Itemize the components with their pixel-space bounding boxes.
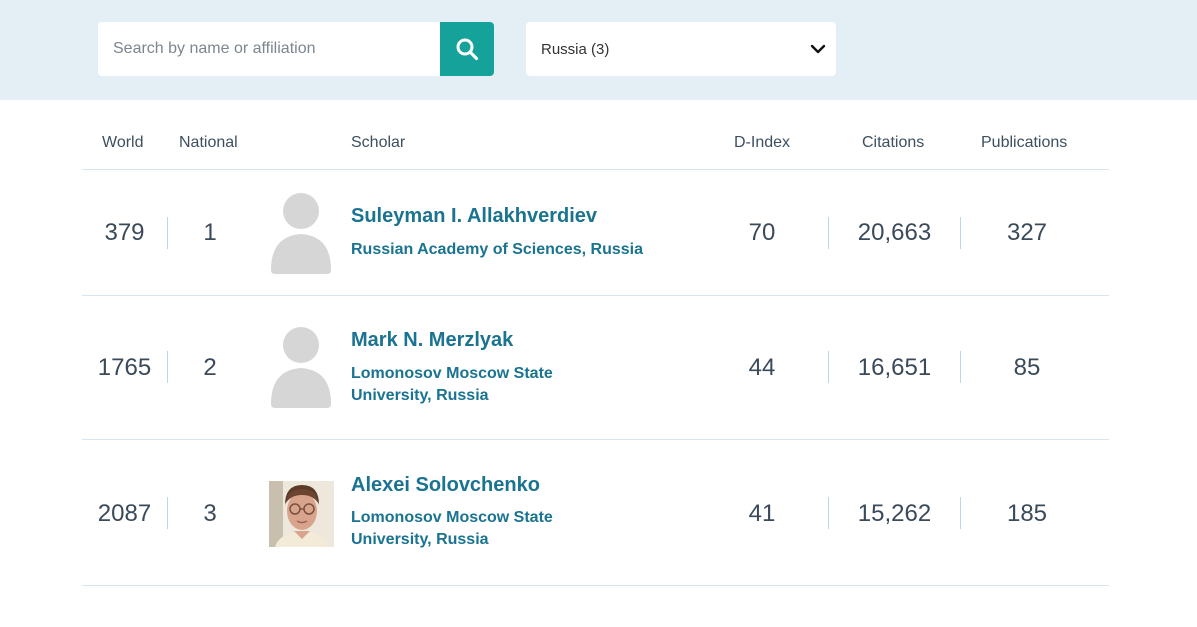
placeholder-avatar-icon [269,326,333,408]
world-rank: 1765 [97,354,152,381]
publications-value: 327 [1006,219,1048,246]
profile-photo [269,481,334,547]
scholar-affiliation-link[interactable]: Lomonosov Moscow State University, Russi… [351,363,553,407]
header-national[interactable]: National [179,134,238,151]
citations-value: 20,663 [857,219,932,246]
world-rank: 2087 [97,500,152,527]
affiliation-line: University, Russia [351,531,489,548]
header-dindex[interactable]: D-Index [734,134,791,151]
scholar-name-link[interactable]: Suleyman I. Allakhverdiev [351,205,598,227]
national-rank: 1 [203,219,217,246]
affiliation-line: University, Russia [351,387,489,404]
publications-value: 85 [1013,354,1041,381]
search-icon [456,38,479,61]
table-row: 1765 2 Mark N. Merzlyak Lomonosov Moscow… [82,296,1109,440]
citations-value: 16,651 [857,354,932,381]
search-bar-area: Russia (3) [0,0,1197,100]
country-filter-select[interactable]: Russia (3) [526,22,836,76]
publications-value: 185 [1006,500,1048,527]
placeholder-avatar-icon [269,192,333,274]
national-rank: 3 [203,500,217,527]
affiliation-line: Russian Academy of Sciences, Russia [351,241,643,258]
divider [167,497,168,529]
scholar-name-link[interactable]: Alexei Solovchenko [351,474,540,496]
divider [960,351,961,383]
national-rank: 2 [203,354,217,381]
divider [960,217,961,249]
citations-value: 15,262 [857,500,932,527]
chevron-down-icon [810,44,826,54]
affiliation-line: Lomonosov Moscow State [351,509,553,526]
header-scholar: Scholar [351,134,406,151]
scholar-affiliation-link[interactable]: Lomonosov Moscow State University, Russi… [351,507,553,551]
divider [960,497,961,529]
divider [828,217,829,249]
search-button[interactable] [440,22,494,76]
scholar-affiliation-link[interactable]: Russian Academy of Sciences, Russia [351,239,643,261]
header-publications[interactable]: Publications [981,134,1068,151]
world-rank: 379 [104,219,145,246]
country-filter-value: Russia (3) [541,40,610,58]
header-world[interactable]: World [102,134,144,151]
scholar-name-link[interactable]: Mark N. Merzlyak [351,329,514,351]
divider [167,351,168,383]
divider [828,497,829,529]
header-citations[interactable]: Citations [862,134,925,151]
affiliation-line: Lomonosov Moscow State [351,365,553,382]
divider [828,351,829,383]
dindex-value: 70 [748,219,776,246]
table-row: 2087 3 Alexei Solovchenko Lomonosov Mosc… [82,440,1109,586]
dindex-value: 44 [748,354,776,381]
table-row: 379 1 Suleyman I. Allakhverdiev Russian … [82,171,1109,296]
search-box [98,22,440,76]
dindex-value: 41 [748,500,776,527]
table-header: World National Scholar D-Index Citations… [82,116,1109,170]
divider [167,217,168,249]
search-input[interactable] [113,22,440,76]
